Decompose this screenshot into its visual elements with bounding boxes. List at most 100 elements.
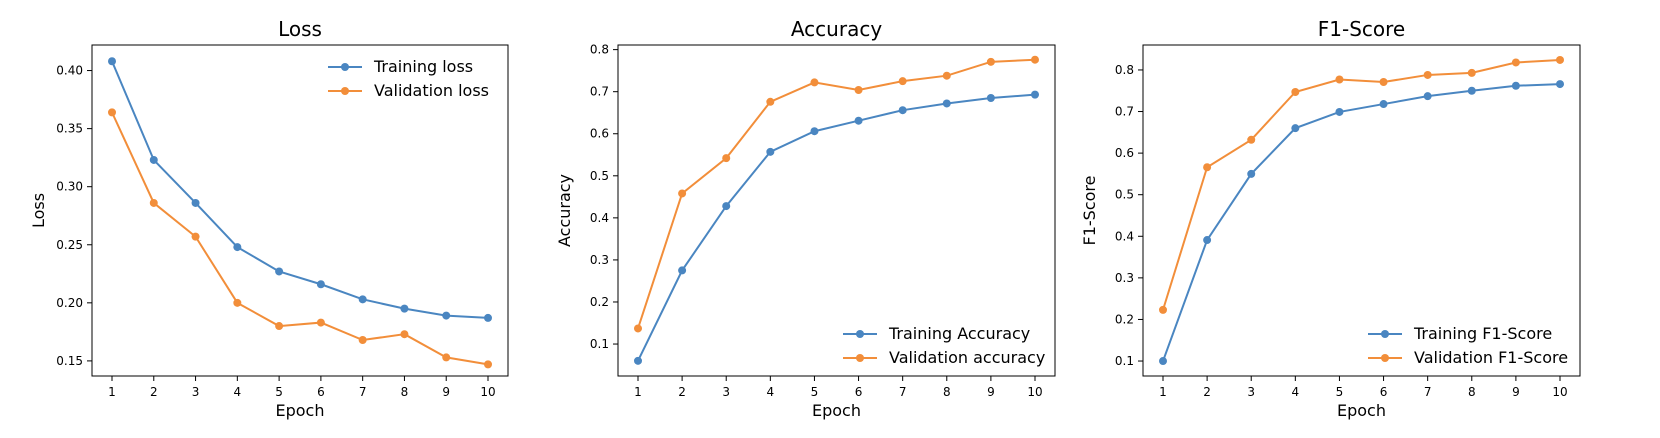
series-line (111, 60, 489, 319)
data-point (1203, 163, 1212, 172)
data-point (149, 155, 158, 164)
x-tick-label: 7 (1424, 385, 1432, 399)
x-tick-label: 7 (359, 385, 367, 399)
y-tick-label: 0.7 (1115, 105, 1134, 119)
data-point (1031, 55, 1039, 64)
legend: Training Accuracy Validation accuracy (843, 324, 1045, 367)
series-line (111, 111, 489, 366)
x-tick-label: 6 (317, 385, 325, 399)
x-axis-label: Epoch (276, 401, 325, 420)
data-point (810, 78, 819, 87)
y-tick-label: 0.5 (1115, 188, 1134, 202)
y-tick-label: 0.6 (1115, 146, 1134, 160)
y-axis-label: F1-Score (1080, 176, 1099, 246)
data-point (678, 266, 687, 275)
y-tick-label: 0.5 (590, 169, 609, 183)
data-point (191, 198, 200, 207)
x-tick-label: 9 (1512, 385, 1520, 399)
data-point (1511, 58, 1520, 67)
y-tick-label: 0.2 (1115, 312, 1134, 326)
y-tick-label: 0.15 (56, 354, 83, 368)
data-point (1203, 236, 1212, 245)
x-tick-label: 10 (1552, 385, 1567, 399)
x-tick-label: 8 (943, 385, 951, 399)
x-tick-label: 1 (634, 385, 642, 399)
data-point (634, 356, 642, 365)
data-point (986, 93, 995, 102)
data-point (810, 127, 819, 136)
y-tick-label: 0.8 (1115, 63, 1134, 77)
data-point (275, 322, 284, 331)
legend-label: Training Accuracy (888, 324, 1030, 343)
data-point (854, 116, 863, 125)
data-point (1159, 305, 1167, 314)
legend-label: Training loss (373, 57, 473, 76)
data-point (1031, 90, 1039, 99)
data-point (233, 298, 242, 307)
data-point (484, 313, 492, 322)
plot-frame (1142, 44, 1581, 377)
x-tick-label: 1 (1159, 385, 1167, 399)
data-point (1335, 75, 1344, 84)
x-tick-label: 4 (234, 385, 242, 399)
data-point (854, 86, 863, 95)
x-tick-label: 3 (1247, 385, 1255, 399)
legend-marker (341, 63, 349, 71)
legend-marker (1381, 330, 1389, 338)
data-point (1423, 70, 1432, 79)
data-point (484, 360, 492, 369)
data-point (1379, 100, 1388, 109)
y-tick-label: 0.35 (56, 122, 83, 136)
x-tick-label: 2 (678, 385, 686, 399)
y-tick-label: 0.3 (590, 253, 609, 267)
data-point (766, 97, 775, 106)
data-point (1291, 87, 1300, 96)
data-point (1247, 135, 1256, 144)
y-tick-label: 0.7 (590, 85, 609, 99)
x-tick-label: 8 (1468, 385, 1476, 399)
y-tick-label: 0.3 (1115, 271, 1134, 285)
y-tick-label: 0.4 (1115, 229, 1134, 243)
data-point (1159, 357, 1167, 366)
y-tick-label: 0.30 (56, 180, 83, 194)
series-line (637, 93, 1036, 362)
loss-chart: Loss 1 2 3 4 5 6 7 8 9 10 0.15 0.20 0.25 0.30 0.35 0.40 E… (29, 17, 509, 420)
x-tick-label: 9 (987, 385, 995, 399)
data-point (942, 99, 951, 108)
x-tick-label: 3 (192, 385, 200, 399)
data-point (358, 295, 367, 304)
data-point (942, 71, 951, 80)
data-point (400, 304, 409, 313)
data-point (634, 324, 642, 333)
x-tick-label: 2 (150, 385, 158, 399)
data-point (1247, 169, 1256, 178)
data-point (191, 232, 200, 241)
y-tick-label: 0.25 (56, 238, 83, 252)
series-line (637, 58, 1036, 329)
legend: Training F1-Score Validation F1-Score (1368, 324, 1568, 367)
data-point (898, 106, 907, 115)
x-tick-label: 5 (1336, 385, 1344, 399)
x-tick-label: 5 (811, 385, 819, 399)
data-point (442, 311, 451, 320)
data-point (1335, 107, 1344, 116)
chart-title: Loss (278, 17, 322, 41)
data-point (316, 318, 325, 327)
x-tick-label: 3 (722, 385, 730, 399)
chart-title: F1-Score (1318, 17, 1405, 41)
x-tick-label: 2 (1203, 385, 1211, 399)
data-point (108, 108, 116, 117)
plot-frame (617, 44, 1056, 377)
x-tick-label: 10 (480, 385, 495, 399)
series-line (1162, 83, 1561, 362)
data-point (1556, 55, 1564, 64)
accuracy-chart: Accuracy 1 2 3 4 5 6 7 8 9 10 0.1 0.2 0.3 0.4 0.5 0.6 0.7… (555, 17, 1056, 420)
plot-frame (91, 44, 509, 377)
y-tick-label: 0.2 (590, 295, 609, 309)
legend-label: Validation accuracy (889, 348, 1045, 367)
x-tick-label: 9 (442, 385, 450, 399)
data-point (233, 243, 242, 252)
data-point (766, 147, 775, 156)
data-point (358, 335, 367, 344)
data-point (316, 280, 325, 289)
